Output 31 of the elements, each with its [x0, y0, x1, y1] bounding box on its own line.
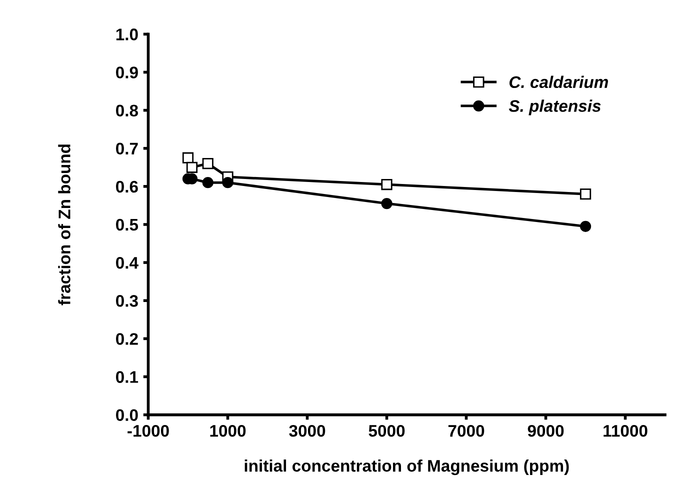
y-tick-label: 0.7 [116, 142, 138, 155]
point [580, 188, 592, 200]
y-axis-title: fraction of Zn bound [58, 144, 70, 306]
x-tick-label: 9000 [528, 424, 564, 437]
point [381, 198, 392, 210]
point [222, 177, 234, 188]
point [580, 220, 592, 232]
point [182, 152, 194, 164]
y-tick-label: 0.3 [116, 295, 138, 307]
y-tick-label: 0.5 [116, 218, 138, 231]
y-tick-label: 1.0 [116, 28, 138, 40]
x-tick-label: 7000 [448, 424, 484, 437]
x-tick-label: 1000 [210, 424, 246, 437]
y-tick-label: 0.0 [116, 409, 138, 422]
x-tick-label: 11000 [604, 424, 648, 437]
point [202, 158, 214, 170]
x-axis-title: initial concentration of Magnesium (ppm) [244, 460, 569, 476]
point [381, 178, 392, 190]
y-tick-label: 0.2 [116, 333, 138, 345]
x-tick-label: -1000 [128, 424, 169, 437]
point [186, 162, 198, 173]
x-tick-label: 5000 [368, 424, 405, 437]
y-tick-label: 0.6 [116, 180, 138, 193]
y-tick-label: 0.8 [116, 104, 138, 116]
y-tick-label: 0.9 [116, 66, 138, 78]
x-tick-label: 3000 [289, 424, 326, 437]
y-tick-label: 0.1 [116, 371, 138, 383]
legend-label: S. platensis [508, 100, 601, 116]
point [202, 177, 214, 188]
legend-label: C. caldarium [509, 76, 608, 88]
y-tick-label: 0.4 [116, 256, 138, 269]
